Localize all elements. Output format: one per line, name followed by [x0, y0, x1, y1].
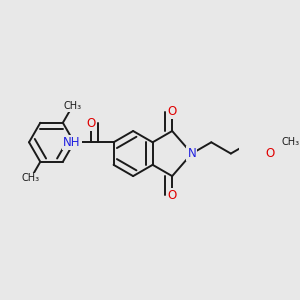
Text: O: O — [265, 147, 274, 160]
Text: O: O — [86, 117, 96, 130]
Text: CH₃: CH₃ — [281, 137, 300, 147]
Text: NH: NH — [63, 136, 81, 149]
Text: CH₃: CH₃ — [63, 101, 82, 111]
Text: N: N — [188, 147, 196, 160]
Text: O: O — [167, 189, 177, 202]
Text: O: O — [167, 105, 177, 118]
Text: CH₃: CH₃ — [22, 173, 40, 183]
